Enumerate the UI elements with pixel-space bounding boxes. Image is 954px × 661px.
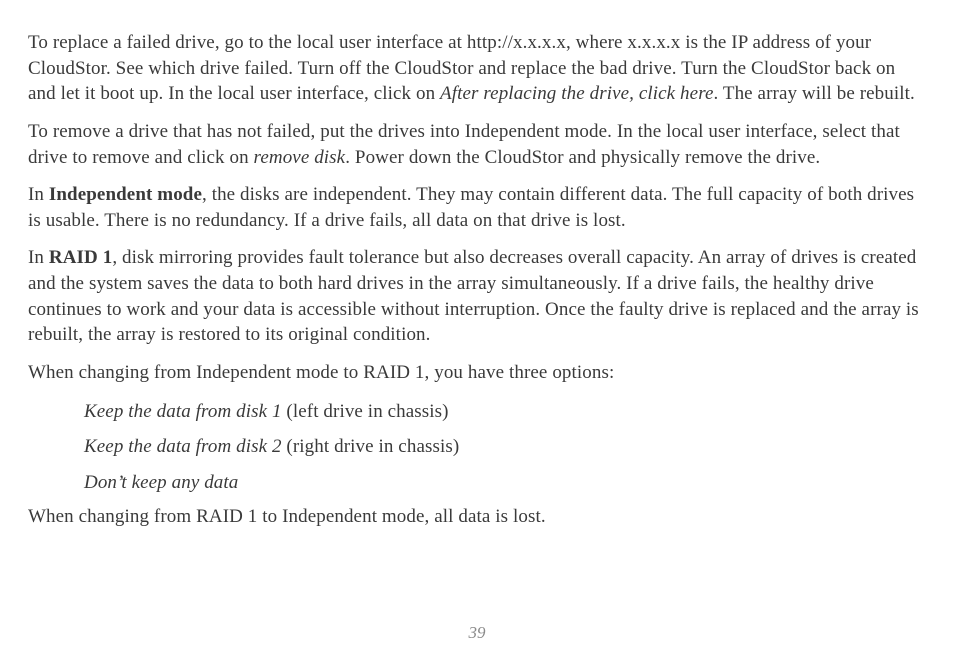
text: . Power down the CloudStor and physicall…: [345, 147, 820, 168]
paragraph-remove-drive: To remove a drive that has not failed, p…: [28, 119, 926, 170]
paragraph-independent-mode: In Independent mode, the disks are indep…: [28, 182, 926, 233]
paragraph-raid1-to-independent: When changing from RAID 1 to Independent…: [28, 504, 926, 530]
text: (left drive in chassis): [282, 401, 449, 422]
option-keep-disk-1: Keep the data from disk 1 (left drive in…: [28, 398, 926, 426]
text: , disk mirroring provides fault toleranc…: [28, 247, 919, 345]
paragraph-replace-drive: To replace a failed drive, go to the loc…: [28, 30, 926, 107]
document-page: To replace a failed drive, go to the loc…: [0, 0, 954, 661]
text: . The array will be rebuilt.: [714, 83, 915, 104]
text: (right drive in chassis): [282, 436, 460, 457]
text-bold: Independent mode: [49, 184, 202, 205]
text-italic: Keep the data from disk 2: [84, 436, 282, 457]
text-italic: After replacing the drive, click here: [440, 83, 713, 104]
text-italic: Keep the data from disk 1: [84, 401, 282, 422]
option-dont-keep-data: Don’t keep any data: [28, 469, 926, 497]
paragraph-raid1: In RAID 1, disk mirroring provides fault…: [28, 245, 926, 348]
text-italic: Don’t keep any data: [84, 472, 238, 493]
paragraph-options-intro: When changing from Independent mode to R…: [28, 360, 926, 386]
text: In: [28, 247, 49, 268]
text-italic: remove disk: [254, 147, 346, 168]
page-number: 39: [0, 623, 954, 643]
option-keep-disk-2: Keep the data from disk 2 (right drive i…: [28, 433, 926, 461]
text-bold: RAID 1: [49, 247, 112, 268]
text: In: [28, 184, 49, 205]
